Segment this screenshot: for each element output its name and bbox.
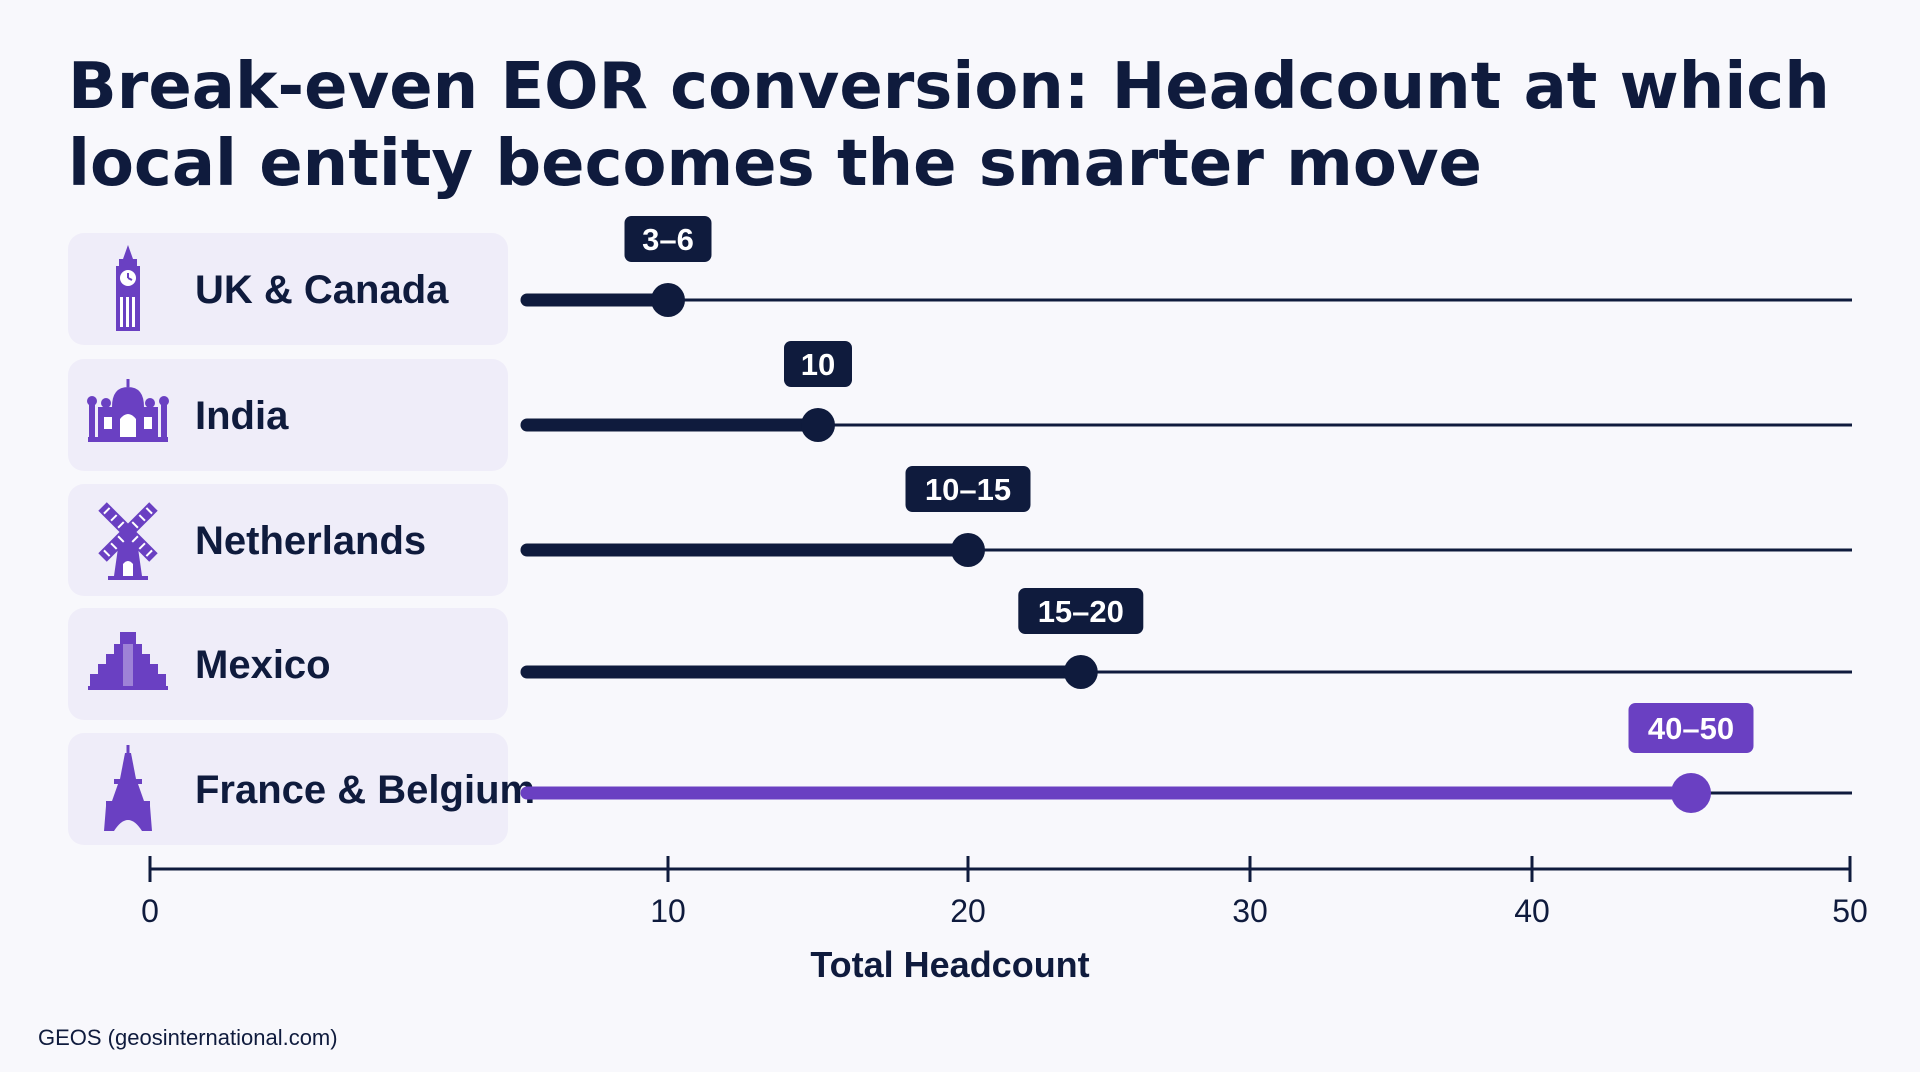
range-label: 10: [801, 347, 835, 382]
country-label: Netherlands: [195, 519, 426, 563]
threshold-marker: [801, 408, 835, 442]
country-label: India: [195, 394, 289, 438]
threshold-marker: [651, 283, 685, 317]
x-tick-label: 0: [141, 893, 159, 929]
x-axis-title: Total Headcount: [810, 944, 1089, 985]
country-card: [68, 233, 508, 345]
range-label: 15–20: [1038, 594, 1124, 629]
country-card: [68, 733, 508, 845]
country-card: [68, 484, 508, 596]
threshold-marker: [1063, 655, 1098, 689]
taj-mahal-icon: [87, 379, 169, 442]
x-tick-label: 50: [1832, 893, 1868, 929]
threshold-marker: [951, 533, 985, 567]
range-badge: [905, 466, 1031, 512]
range-badge: [784, 341, 852, 387]
pyramid-icon: [88, 632, 168, 690]
country-label: UK & Canada: [195, 268, 449, 312]
windmill-icon: [98, 502, 158, 580]
x-tick-label: 30: [1232, 893, 1268, 929]
source-credit: GEOS (geosinternational.com): [38, 1025, 338, 1050]
x-axis: 0 10 20 30 40 50: [141, 856, 1868, 929]
x-tick-label: 40: [1514, 893, 1550, 929]
row-4: France & Belgium 40–50: [68, 703, 1852, 845]
title-line-2: local entity becomes the smarter move: [68, 127, 1482, 201]
country-card: [68, 359, 508, 471]
row-2: Netherlands 10–15: [68, 466, 1852, 596]
x-tick-label: 10: [650, 893, 686, 929]
country-label: Mexico: [195, 643, 331, 687]
row-1: India 10: [68, 341, 1852, 471]
range-label: 40–50: [1648, 711, 1734, 746]
row-0: UK & Canada 3–6: [68, 216, 1852, 345]
range-badge: [624, 216, 712, 262]
country-card: [68, 608, 508, 720]
threshold-marker: [1671, 773, 1711, 813]
country-label: France & Belgium: [195, 768, 535, 812]
big-ben-icon: [116, 245, 140, 331]
country-rows: UK & Canada 3–6 India 10 Netherlands 10–15 Mex…: [68, 216, 1852, 845]
range-label: 10–15: [925, 472, 1011, 507]
range-label: 3–6: [642, 222, 694, 257]
range-badge: [1628, 703, 1754, 753]
title-line-1: Break-even EOR conversion: Headcount at …: [68, 50, 1830, 124]
range-badge: [1018, 588, 1144, 634]
row-3: Mexico 15–20: [68, 588, 1852, 720]
chart-title: Break-even EOR conversion: Headcount at …: [68, 50, 1830, 201]
x-tick-label: 20: [950, 893, 986, 929]
eiffel-tower-icon: [104, 745, 152, 831]
